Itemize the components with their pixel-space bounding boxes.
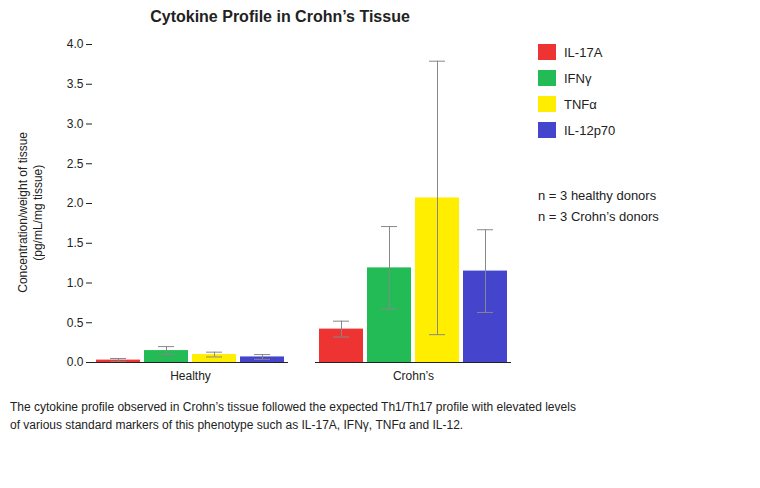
svg-text:0.0: 0.0 (67, 355, 84, 369)
svg-text:2.5: 2.5 (67, 157, 84, 171)
svg-text:0.5: 0.5 (67, 316, 84, 330)
html-text:IL-12p70: IL-12p70 (564, 122, 616, 138)
html-text:The cytokine profile observed: The cytokine profile observed in Crohn’s… (10, 400, 576, 414)
html-text:TNFα: TNFα (564, 96, 597, 112)
svg-text:Crohn’s: Crohn’s (393, 369, 434, 383)
svg-text:1.0: 1.0 (67, 276, 84, 290)
html-text:IFNγ: IFNγ (564, 70, 592, 86)
html-text:Cytokine Profile in Crohn’s Ti: Cytokine Profile in Crohn’s Tissue (150, 8, 410, 25)
svg-text:Healthy: Healthy (170, 369, 211, 383)
html-text:n = 3 healthy donors: n = 3 healthy donors (538, 188, 657, 203)
html-text:of various standard markers of: of various standard markers of this phen… (10, 418, 464, 432)
html-text:n = 3 Crohn’s donors: n = 3 Crohn’s donors (538, 208, 659, 224)
svg-text:1.5: 1.5 (67, 236, 84, 250)
html-text:Concentration/weight of tissue: Concentration/weight of tissue (pg/mL/mg… (16, 131, 45, 293)
svg-text:3.5: 3.5 (67, 77, 84, 91)
svg-text:2.0: 2.0 (67, 196, 84, 210)
html-text:IL-17A: IL-17A (564, 44, 603, 60)
svg-text:4.0: 4.0 (67, 37, 84, 51)
svg-text:3.0: 3.0 (67, 117, 84, 131)
